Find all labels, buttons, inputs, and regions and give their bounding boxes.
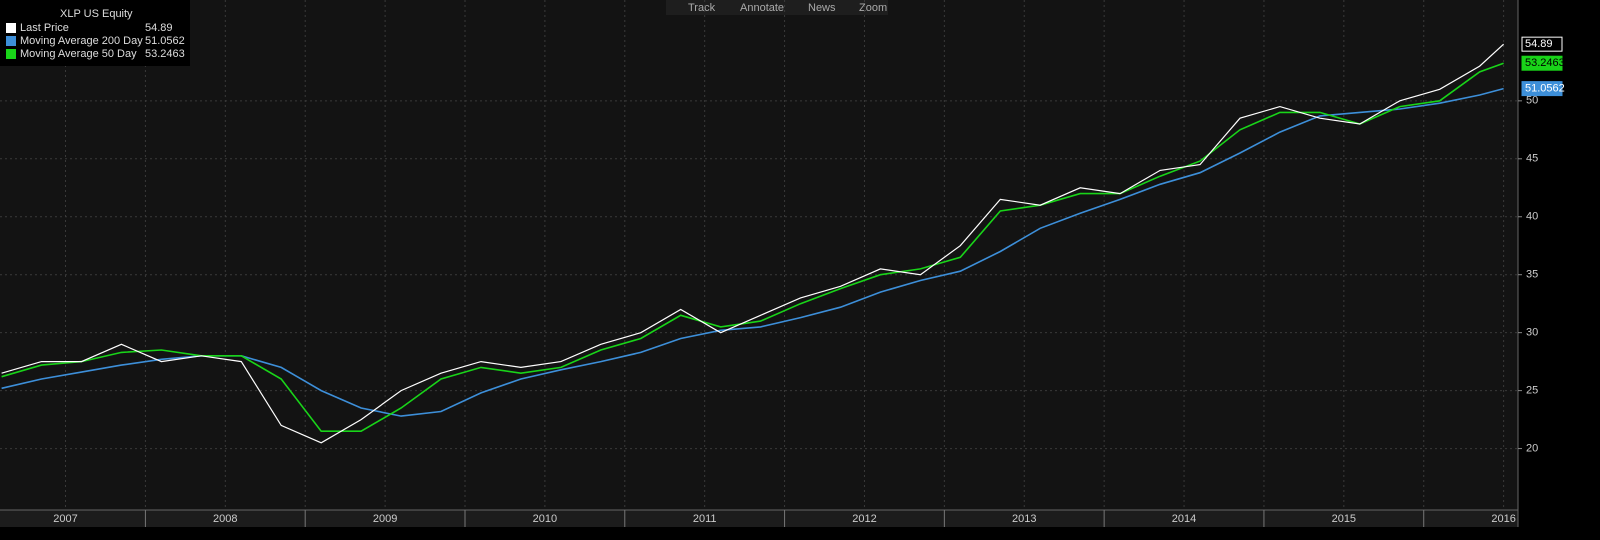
x-tick-label: 2011: [693, 513, 717, 525]
x-tick-label: 2016: [1491, 513, 1515, 525]
legend-label: Moving Average 200 Day: [20, 35, 143, 47]
toolbar: [666, 0, 888, 15]
legend-swatch: [6, 49, 16, 59]
legend-title: XLP US Equity: [60, 8, 133, 20]
y-tick-label: 35: [1526, 269, 1538, 281]
legend-swatch: [6, 36, 16, 46]
legend-label: Moving Average 50 Day: [20, 48, 137, 60]
y-tick-label: 30: [1526, 327, 1538, 339]
legend-box: [0, 0, 190, 66]
legend-label: Last Price: [20, 22, 69, 34]
x-tick-label: 2012: [852, 513, 876, 525]
toolbar-track[interactable]: Track: [688, 2, 716, 14]
value-tag-label: 51.0562: [1525, 83, 1565, 95]
value-tag-label: 53.2463: [1525, 57, 1565, 69]
series-line: [1, 87, 1504, 417]
legend-swatch: [6, 23, 16, 33]
y-tick-label: 20: [1526, 442, 1538, 454]
series-line: [1, 62, 1504, 432]
x-tick-label: 2009: [373, 513, 397, 525]
value-tag: [1521, 55, 1563, 71]
legend-value: 51.0562: [145, 35, 185, 47]
legend-value: 54.89: [145, 22, 173, 34]
x-tick-label: 2008: [213, 513, 237, 525]
toolbar-news[interactable]: News: [808, 2, 836, 14]
y-tick-label: 45: [1526, 153, 1538, 165]
x-tick-label: 2013: [1012, 513, 1036, 525]
value-tag: [1521, 81, 1563, 97]
y-tick-label: 50: [1526, 95, 1538, 107]
x-tick-label: 2015: [1332, 513, 1356, 525]
plot-area: [0, 0, 1518, 510]
x-tick-label: 2007: [53, 513, 77, 525]
toolbar-annotate[interactable]: Annotate: [740, 2, 784, 14]
toolbar-zoom[interactable]: Zoom: [859, 2, 887, 14]
y-tick-label: 40: [1526, 211, 1538, 223]
value-tag-label: 54.89: [1525, 38, 1553, 50]
legend-value: 53.2463: [145, 48, 185, 60]
x-tick-label: 2010: [533, 513, 557, 525]
y-tick-label: 25: [1526, 385, 1538, 397]
x-axis-strip: [0, 510, 1518, 527]
series-line: [1, 43, 1505, 444]
value-tag: [1521, 36, 1563, 52]
x-tick-label: 2014: [1172, 513, 1196, 525]
